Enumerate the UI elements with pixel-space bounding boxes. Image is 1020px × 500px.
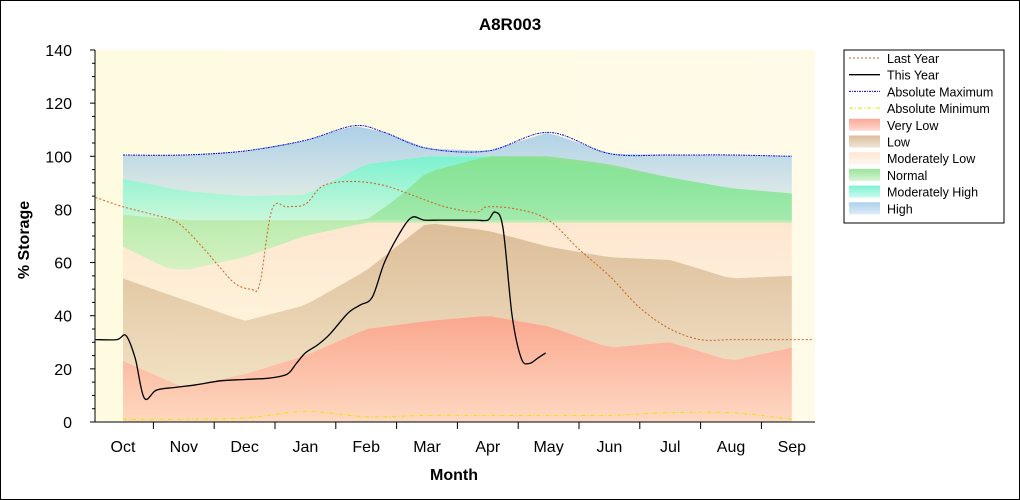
x-tick-label: Dec: [230, 439, 258, 456]
x-tick-label: May: [533, 439, 563, 456]
series-absolute-minimum: [122, 410, 792, 420]
y-tick-label: 100: [45, 149, 72, 166]
legend-label-very-low: Very Low: [887, 119, 939, 133]
x-axis-label: Month: [430, 467, 478, 484]
legend-label-absolute-maximum: Absolute Maximum: [887, 85, 993, 99]
chart-title: A8R003: [479, 15, 541, 34]
band-areas: [123, 126, 792, 422]
legend-swatch-high: [849, 202, 880, 215]
y-tick-label: 0: [63, 415, 72, 432]
x-tick-label: Aug: [717, 439, 745, 456]
legend-label-high: High: [887, 202, 913, 216]
legend-label-moderately-high: Moderately High: [887, 186, 978, 200]
legend-label-last-year: Last Year: [887, 52, 939, 66]
series-lines: [95, 124, 814, 420]
series-this-year: [95, 211, 546, 401]
y-tick-label: 120: [45, 96, 72, 113]
band-very-low: [123, 316, 792, 422]
legend-label-this-year: This Year: [887, 69, 939, 83]
legend-swatch-very-low: [849, 118, 880, 131]
band-moderately-low: [123, 222, 792, 321]
legend-swatch-moderately-high: [849, 185, 880, 198]
legend-label-moderately-low: Moderately Low: [887, 152, 976, 166]
axes: 0 20 40 60 80 100 120 140 Oct Nov Dec Jan Feb Mar Apr M…: [45, 43, 815, 456]
x-tick-label: Oct: [111, 439, 136, 456]
legend-label-low: Low: [887, 136, 911, 150]
band-high: [123, 126, 792, 197]
series-absolute-maximum: [122, 124, 792, 157]
x-tick-label: Sep: [778, 439, 807, 456]
legend-swatch-moderately-low: [849, 152, 880, 165]
y-axis-label: % Storage: [16, 201, 33, 279]
x-tick-label: Feb: [352, 439, 380, 456]
legend: Last Year This Year Absolute Maximum Absolu…: [843, 49, 1005, 224]
x-tick-label: Jun: [597, 439, 623, 456]
y-tick-label: 60: [54, 256, 72, 273]
x-tick-label: Mar: [413, 439, 441, 456]
x-tick-label: Jul: [660, 439, 680, 456]
legend-label-absolute-minimum: Absolute Minimum: [887, 102, 990, 116]
band-normal: [123, 156, 792, 270]
x-tick-label: Nov: [170, 439, 198, 456]
y-tick-label: 140: [45, 43, 72, 60]
y-tick-label: 40: [54, 309, 72, 326]
band-low: [123, 223, 792, 387]
legend-swatch-low: [849, 135, 880, 148]
x-tick-label: Jan: [293, 439, 319, 456]
x-tick-label: Apr: [475, 439, 501, 456]
y-tick-label: 20: [54, 362, 72, 379]
legend-label-normal: Normal: [887, 169, 927, 183]
legend-swatch-normal: [849, 168, 880, 181]
y-tick-label: 80: [54, 202, 72, 219]
series-last-year: [95, 180, 814, 341]
